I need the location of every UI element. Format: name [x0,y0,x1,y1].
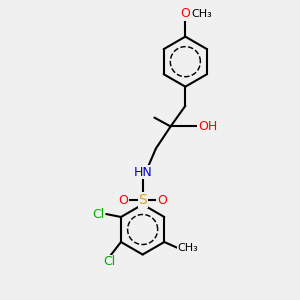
Text: CH₃: CH₃ [191,9,212,19]
Text: OH: OH [198,120,217,133]
Text: HN: HN [133,166,152,178]
Text: O: O [157,194,167,207]
Text: Cl: Cl [103,255,115,268]
Text: CH₃: CH₃ [178,243,198,253]
Text: O: O [118,194,128,207]
Text: O: O [180,8,190,20]
Text: Cl: Cl [92,208,104,220]
Text: S: S [138,193,147,207]
